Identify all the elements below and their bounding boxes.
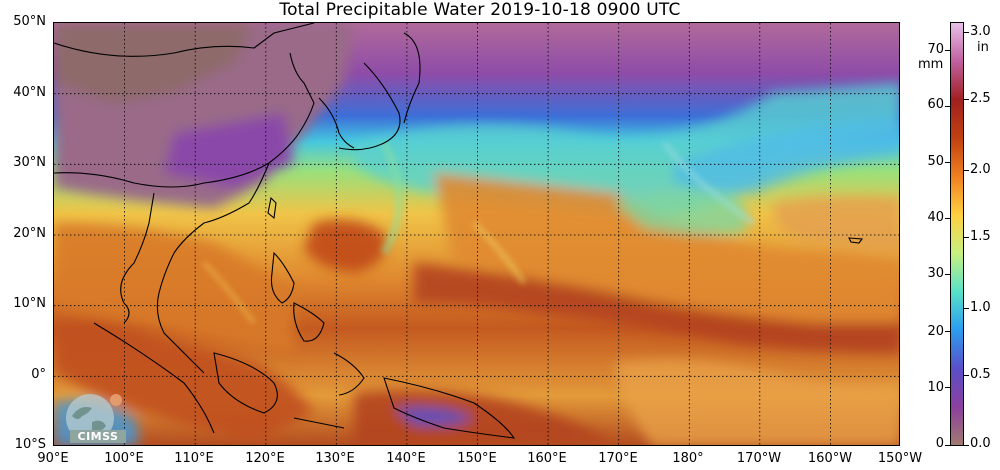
colorbar-mm-tick: 40 (927, 210, 944, 225)
lat-label: 10°S (14, 437, 46, 452)
colorbar-in-tick: 3.0 (970, 24, 991, 39)
colorbar-in-tick: 1.0 (970, 300, 991, 315)
colorbar-mm-tick-mark (945, 274, 950, 275)
colorbar-in-tick-mark (964, 32, 969, 33)
colorbar-in-tick-mark (964, 445, 969, 446)
lon-label: 170°W (736, 451, 782, 466)
lat-label: 0° (31, 367, 46, 382)
lon-label: 130°E (315, 451, 355, 466)
lon-label: 170°E (598, 451, 638, 466)
lon-label: 120°E (245, 451, 285, 466)
colorbar-in-tick: 1.5 (970, 229, 991, 244)
lon-label: 160°E (527, 451, 567, 466)
colorbar-mm-tick: 50 (927, 154, 944, 169)
lon-label: 180° (672, 451, 704, 466)
colorbar-unit-in: in (977, 40, 989, 55)
colorbar-mm-tick: 20 (927, 324, 944, 339)
colorbar-mm-tick: 10 (927, 380, 944, 395)
colorbar-mm-tick-mark (945, 331, 950, 332)
tpw-colorbar (950, 22, 964, 446)
map-title: Total Precipitable Water 2019-10-18 0900… (279, 0, 681, 20)
lon-label: 100°E (104, 451, 144, 466)
lat-label: 40°N (13, 85, 46, 100)
moisture-streaks (202, 141, 756, 325)
colorbar-in-tick: 0.0 (970, 436, 991, 451)
cimss-logo-text: CIMSS (70, 430, 126, 443)
colorbar-in-tick-mark (964, 170, 969, 171)
colorbar-mm-tick: 30 (927, 266, 944, 281)
colorbar-in-tick: 2.0 (970, 162, 991, 177)
colorbar-in-tick-mark (964, 99, 969, 100)
lat-label: 20°N (13, 226, 46, 241)
colorbar-in-tick: 0.5 (970, 367, 991, 382)
lat-label: 50°N (13, 14, 46, 29)
colorbar-mm-tick-mark (945, 387, 950, 388)
lon-label: 160°W (807, 451, 853, 466)
lat-label: 10°N (13, 296, 46, 311)
colorbar-in-tick: 2.5 (970, 91, 991, 106)
lon-label: 90°E (37, 451, 69, 466)
colorbar-in-tick-mark (964, 375, 969, 376)
colorbar-mm-tick-mark (945, 162, 950, 163)
tpw-map (53, 22, 900, 446)
lon-label: 110°E (174, 451, 214, 466)
tpw-field (54, 23, 899, 445)
graticule (54, 23, 899, 445)
colorbar-mm-tick: 70 (927, 42, 944, 57)
colorbar-mm-tick-mark (945, 218, 950, 219)
colorbar-mm-tick-mark (945, 445, 950, 446)
lon-label: 150°E (457, 451, 497, 466)
colorbar-in-tick-mark (964, 308, 969, 309)
lon-label: 150°W (877, 451, 923, 466)
lat-label: 30°N (13, 155, 46, 170)
dry-continental-region (54, 23, 354, 208)
colorbar-mm-tick-mark (945, 106, 950, 107)
colorbar-mm-tick: 0 (935, 436, 944, 451)
colorbar-unit-mm: mm (918, 57, 944, 72)
colorbar-mm-tick: 60 (927, 97, 944, 112)
colorbar-in-tick-mark (964, 237, 969, 238)
lon-label: 140°E (386, 451, 426, 466)
colorbar-mm-tick-mark (945, 50, 950, 51)
